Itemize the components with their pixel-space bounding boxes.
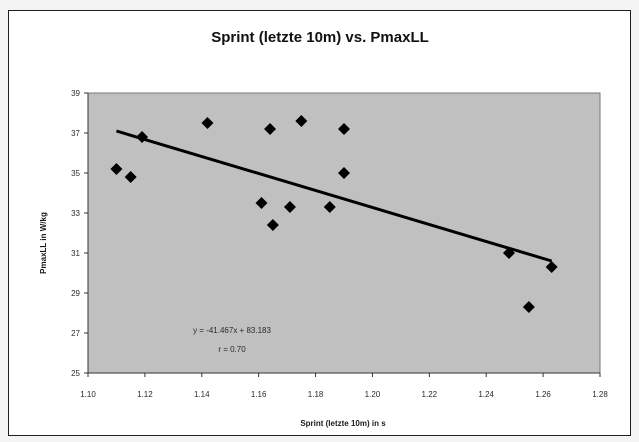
data-point xyxy=(264,123,277,135)
y-tick-label: 29 xyxy=(71,289,80,298)
x-axis: 1.10 1.12 1.14 1.16 1.18 1.20 1.22 1.24 1.26 1.28 xyxy=(80,372,608,399)
equation-annotation: y = -41.467x + 83.183 xyxy=(193,326,271,335)
y-axis-label: PmaxLL in W/kg xyxy=(39,212,48,274)
data-point xyxy=(545,261,558,273)
x-axis-label: Sprint (letzte 10m) in s xyxy=(300,419,386,428)
y-axis: 25 27 29 31 33 35 37 39 xyxy=(71,89,89,378)
data-points xyxy=(110,115,558,313)
data-point xyxy=(502,247,515,259)
x-tick-label: 1.18 xyxy=(308,390,324,399)
data-point xyxy=(338,123,350,135)
data-point xyxy=(110,163,123,175)
y-tick-label: 27 xyxy=(71,329,80,338)
x-tick-label: 1.14 xyxy=(194,390,210,399)
y-tick-label: 25 xyxy=(71,369,80,378)
r-annotation: r = 0.70 xyxy=(218,345,246,354)
y-tick-label: 31 xyxy=(71,249,80,258)
y-tick-label: 35 xyxy=(71,169,80,178)
data-point xyxy=(522,301,535,313)
data-point xyxy=(338,167,350,179)
x-tick-label: 1.28 xyxy=(592,390,608,399)
y-tick-label: 39 xyxy=(71,89,80,98)
data-point xyxy=(283,201,296,213)
x-tick-label: 1.12 xyxy=(137,390,153,399)
x-tick-label: 1.10 xyxy=(80,390,96,399)
data-point xyxy=(323,201,336,213)
trendline xyxy=(116,129,553,263)
y-tick-label: 33 xyxy=(71,209,80,218)
plot-area xyxy=(87,92,601,374)
data-point xyxy=(255,197,268,209)
x-tick-label: 1.20 xyxy=(365,390,381,399)
y-tick-label: 37 xyxy=(71,129,80,138)
data-point xyxy=(136,131,149,143)
chart-title: Sprint (letzte 10m) vs. PmaxLL xyxy=(211,29,429,46)
data-point xyxy=(201,117,214,129)
data-point xyxy=(295,115,308,127)
x-tick-label: 1.26 xyxy=(535,390,551,399)
x-tick-label: 1.22 xyxy=(422,390,438,399)
data-point xyxy=(124,171,137,183)
data-point xyxy=(266,219,279,231)
x-tick-label: 1.16 xyxy=(251,390,267,399)
x-tick-label: 1.24 xyxy=(478,390,494,399)
